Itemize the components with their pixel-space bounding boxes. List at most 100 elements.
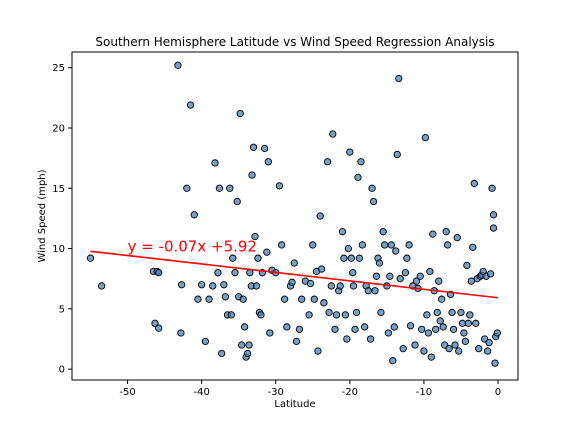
data-point	[429, 230, 437, 238]
x-axis: -50 -40 -30 -20 -10 0	[119, 380, 501, 398]
data-point	[442, 228, 450, 236]
data-point	[372, 272, 381, 280]
data-point	[327, 282, 335, 290]
data-point	[338, 228, 347, 236]
data-point	[298, 295, 306, 303]
data-point	[486, 270, 495, 278]
data-point	[436, 317, 444, 325]
data-point	[466, 311, 474, 319]
data-point	[97, 282, 106, 290]
x-tick-label: 0	[495, 387, 501, 398]
data-point	[366, 335, 375, 343]
data-point	[399, 344, 407, 353]
data-point	[354, 173, 362, 182]
data-point	[336, 282, 344, 290]
data-point	[260, 144, 269, 153]
data-point	[458, 319, 467, 327]
data-point	[239, 295, 247, 303]
data-point	[316, 212, 324, 220]
data-point	[443, 241, 452, 249]
x-tick-label: -20	[342, 387, 358, 398]
data-point	[453, 234, 461, 242]
data-point	[236, 109, 244, 118]
data-point	[412, 277, 421, 285]
data-point	[344, 244, 352, 253]
data-point	[151, 319, 159, 327]
data-point	[460, 329, 468, 337]
data-point	[439, 323, 447, 331]
data-point	[401, 269, 410, 277]
data-point	[211, 159, 219, 167]
data-point	[488, 184, 496, 192]
chart-title: Southern Hemisphere Latitude vs Wind Spe…	[95, 35, 494, 49]
data-point	[220, 281, 228, 289]
data-point	[379, 228, 387, 236]
data-point	[305, 311, 313, 319]
data-point	[349, 269, 357, 277]
data-point	[493, 329, 501, 337]
data-point	[469, 243, 477, 252]
data-point	[86, 254, 95, 262]
data-point	[489, 224, 498, 232]
data-point	[475, 344, 483, 353]
data-point	[292, 337, 301, 346]
data-point	[177, 329, 185, 337]
data-point	[233, 197, 241, 206]
y-tick-label: 0	[59, 365, 65, 376]
data-point	[331, 325, 339, 333]
data-point	[395, 74, 403, 83]
data-point	[347, 254, 355, 262]
data-point	[295, 325, 304, 333]
plot-area: y = -0.07x +5.92	[86, 61, 501, 367]
data-point	[371, 287, 379, 295]
data-point	[248, 171, 256, 179]
data-point	[467, 277, 475, 285]
data-point	[387, 241, 395, 249]
data-point	[406, 322, 415, 330]
data-point	[340, 254, 348, 262]
data-point	[451, 341, 459, 349]
data-point	[389, 357, 397, 365]
data-point	[325, 308, 333, 317]
data-point	[227, 311, 235, 319]
data-point	[380, 241, 389, 249]
data-point	[309, 241, 317, 249]
data-point	[252, 282, 261, 290]
data-point	[177, 281, 186, 289]
data-point	[341, 311, 350, 319]
data-point	[314, 347, 322, 355]
y-axis: 0 5 10 15 20 25	[52, 63, 72, 376]
data-point	[423, 311, 431, 319]
data-point	[174, 61, 182, 69]
data-point	[420, 347, 428, 355]
y-tick-label: 15	[52, 184, 65, 195]
data-point	[201, 337, 210, 346]
data-point	[411, 341, 419, 349]
data-point	[403, 254, 411, 262]
data-point	[155, 324, 163, 332]
y-tick-label: 20	[52, 123, 65, 134]
data-point	[416, 272, 424, 280]
data-point	[320, 299, 328, 307]
data-point	[229, 254, 237, 262]
data-point	[392, 247, 400, 255]
data-point	[226, 184, 234, 192]
data-point	[310, 295, 318, 303]
data-point	[393, 150, 401, 159]
data-point	[424, 329, 433, 337]
plot-frame	[71, 51, 519, 381]
data-point	[426, 267, 434, 276]
data-point	[357, 158, 365, 166]
y-tick-label: 10	[52, 244, 65, 255]
data-point	[209, 282, 217, 290]
data-point	[386, 272, 394, 280]
y-tick-label: 25	[52, 63, 65, 74]
data-point	[390, 323, 398, 331]
data-point	[214, 269, 222, 277]
data-point	[352, 308, 361, 317]
regression-line	[90, 250, 499, 299]
data-point	[455, 347, 463, 355]
data-point	[155, 269, 163, 277]
data-point	[461, 337, 470, 346]
